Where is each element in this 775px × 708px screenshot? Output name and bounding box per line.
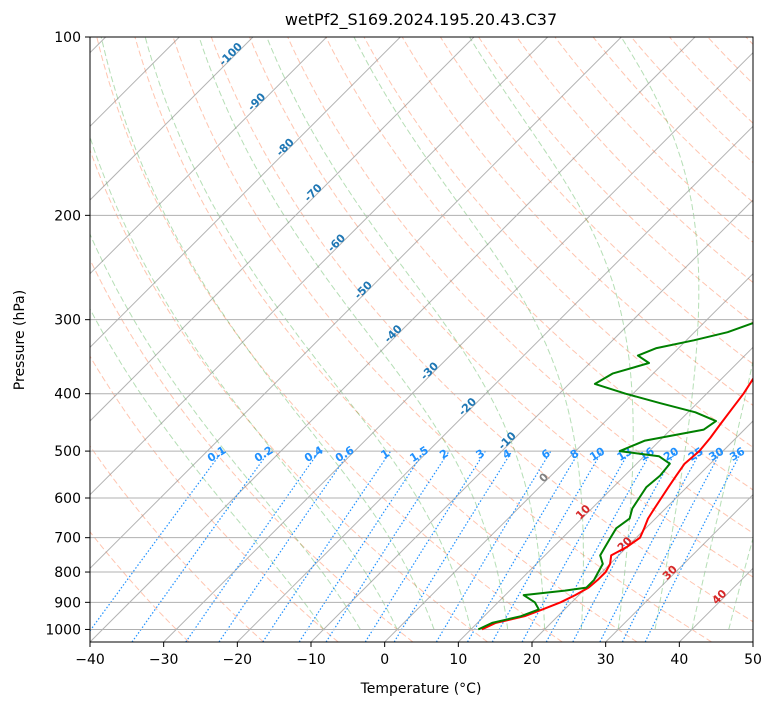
sounding-profiles [477,321,753,631]
x-tick-label: 50 [744,652,762,668]
dry-adiabat-line [363,37,753,448]
dry-adiabat-line [90,531,190,642]
moist-adiabat-line [620,37,700,630]
isotherm-line [163,51,753,642]
dry-adiabat-line [554,37,753,243]
isotherm-line [90,37,696,642]
mixing-ratio-line [572,450,677,642]
y-tick-label: 300 [54,313,81,329]
isotherm-line [384,272,753,642]
x-tick-label: 10 [449,652,467,668]
moist-adiabat-line [469,37,634,630]
mixing-ratio-line [131,450,270,642]
mixing-ratio-line [218,450,351,642]
y-tick-label: 800 [54,565,81,581]
y-axis-label: Pressure (hPa) [12,290,28,390]
moist-adiabat-line [100,37,435,630]
isotherm-line [90,37,401,349]
mixing-ratio-line [621,450,722,642]
pressure-gridlines [90,37,753,630]
mixing-ratio-line [599,450,702,642]
isotherm-line [531,420,753,642]
dry-adiabat-line [439,37,753,365]
dry-adiabat-line [249,37,753,578]
x-axis-label: Temperature (°C) [360,681,482,697]
dry-adiabat-line [96,37,563,642]
moist-adiabat-line [198,37,509,630]
y-tick-label: 700 [54,531,81,547]
x-tick-label: −10 [296,652,326,668]
isotherm-line [310,199,753,642]
y-tick-label: 200 [54,208,81,224]
isotherm-line [90,37,475,422]
mixing-ratio-line [298,450,425,642]
dry-adiabat-line [325,37,753,491]
isotherm-line [90,37,622,570]
moist-adiabat-line [266,37,546,630]
y-tick-label: 400 [54,387,81,403]
isotherm-line [605,493,753,642]
x-tick-label: −40 [75,652,105,668]
background-lines [90,37,753,642]
dry-adiabat-line [516,37,753,284]
mixing-ratio-line [185,450,320,642]
dry-adiabat-line [592,37,753,203]
dry-adiabat-line [478,37,753,324]
mixing-ratio-line [90,450,223,632]
x-tick-label: −30 [149,652,179,668]
x-axis: −40 −30 −20 −10 0 10 20 30 40 50 [75,642,762,668]
dry-adiabat-line [90,148,488,642]
x-tick-label: 40 [670,652,688,668]
isotherm-line [457,346,753,642]
y-tick-label: 900 [54,595,81,611]
mixing-ratio-line [364,450,486,642]
mixing-ratio-line [644,450,743,642]
isotherm-line [236,125,753,642]
isotherm-line [90,37,549,496]
mixing-ratio-line [545,450,653,642]
x-tick-label: 30 [597,652,615,668]
dry-adiabat-line [210,37,753,623]
moist-adiabat-line [691,358,753,630]
dry-adiabat-line [630,37,753,164]
dry-adiabat-line [90,355,339,642]
dry-adiabat-line [90,258,414,642]
y-axis: 1000 900 800 700 600 500 400 300 200 100 [45,30,90,638]
isotherm-line [90,37,328,275]
y-tick-label: 100 [54,30,81,46]
x-tick-label: 0 [380,652,389,668]
moist-adiabat-line [90,135,398,630]
mixing-ratio-line [491,450,603,642]
x-tick-label: −20 [223,652,253,668]
dry-adiabat-line [401,37,753,406]
dry-adiabat-line [287,37,753,534]
dewpoint-profile-line [477,321,753,631]
x-tick-label: 20 [523,652,541,668]
dry-adiabat-line [134,37,638,642]
y-tick-label: 600 [54,491,81,507]
temperature-profile-line [481,377,753,631]
mixing-ratio-line [325,450,450,642]
moist-adiabat-line [90,232,361,630]
y-tick-label: 500 [54,444,81,460]
chart-title: wetPf2_S169.2024.195.20.43.C37 [285,10,557,30]
plot-frame [89,36,754,643]
mixing-ratio-line [393,450,513,642]
y-tick-label: 1000 [45,622,81,638]
isotherm-line [90,37,254,201]
